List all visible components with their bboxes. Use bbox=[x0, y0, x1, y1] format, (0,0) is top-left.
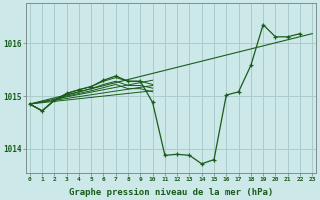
X-axis label: Graphe pression niveau de la mer (hPa): Graphe pression niveau de la mer (hPa) bbox=[69, 188, 273, 197]
